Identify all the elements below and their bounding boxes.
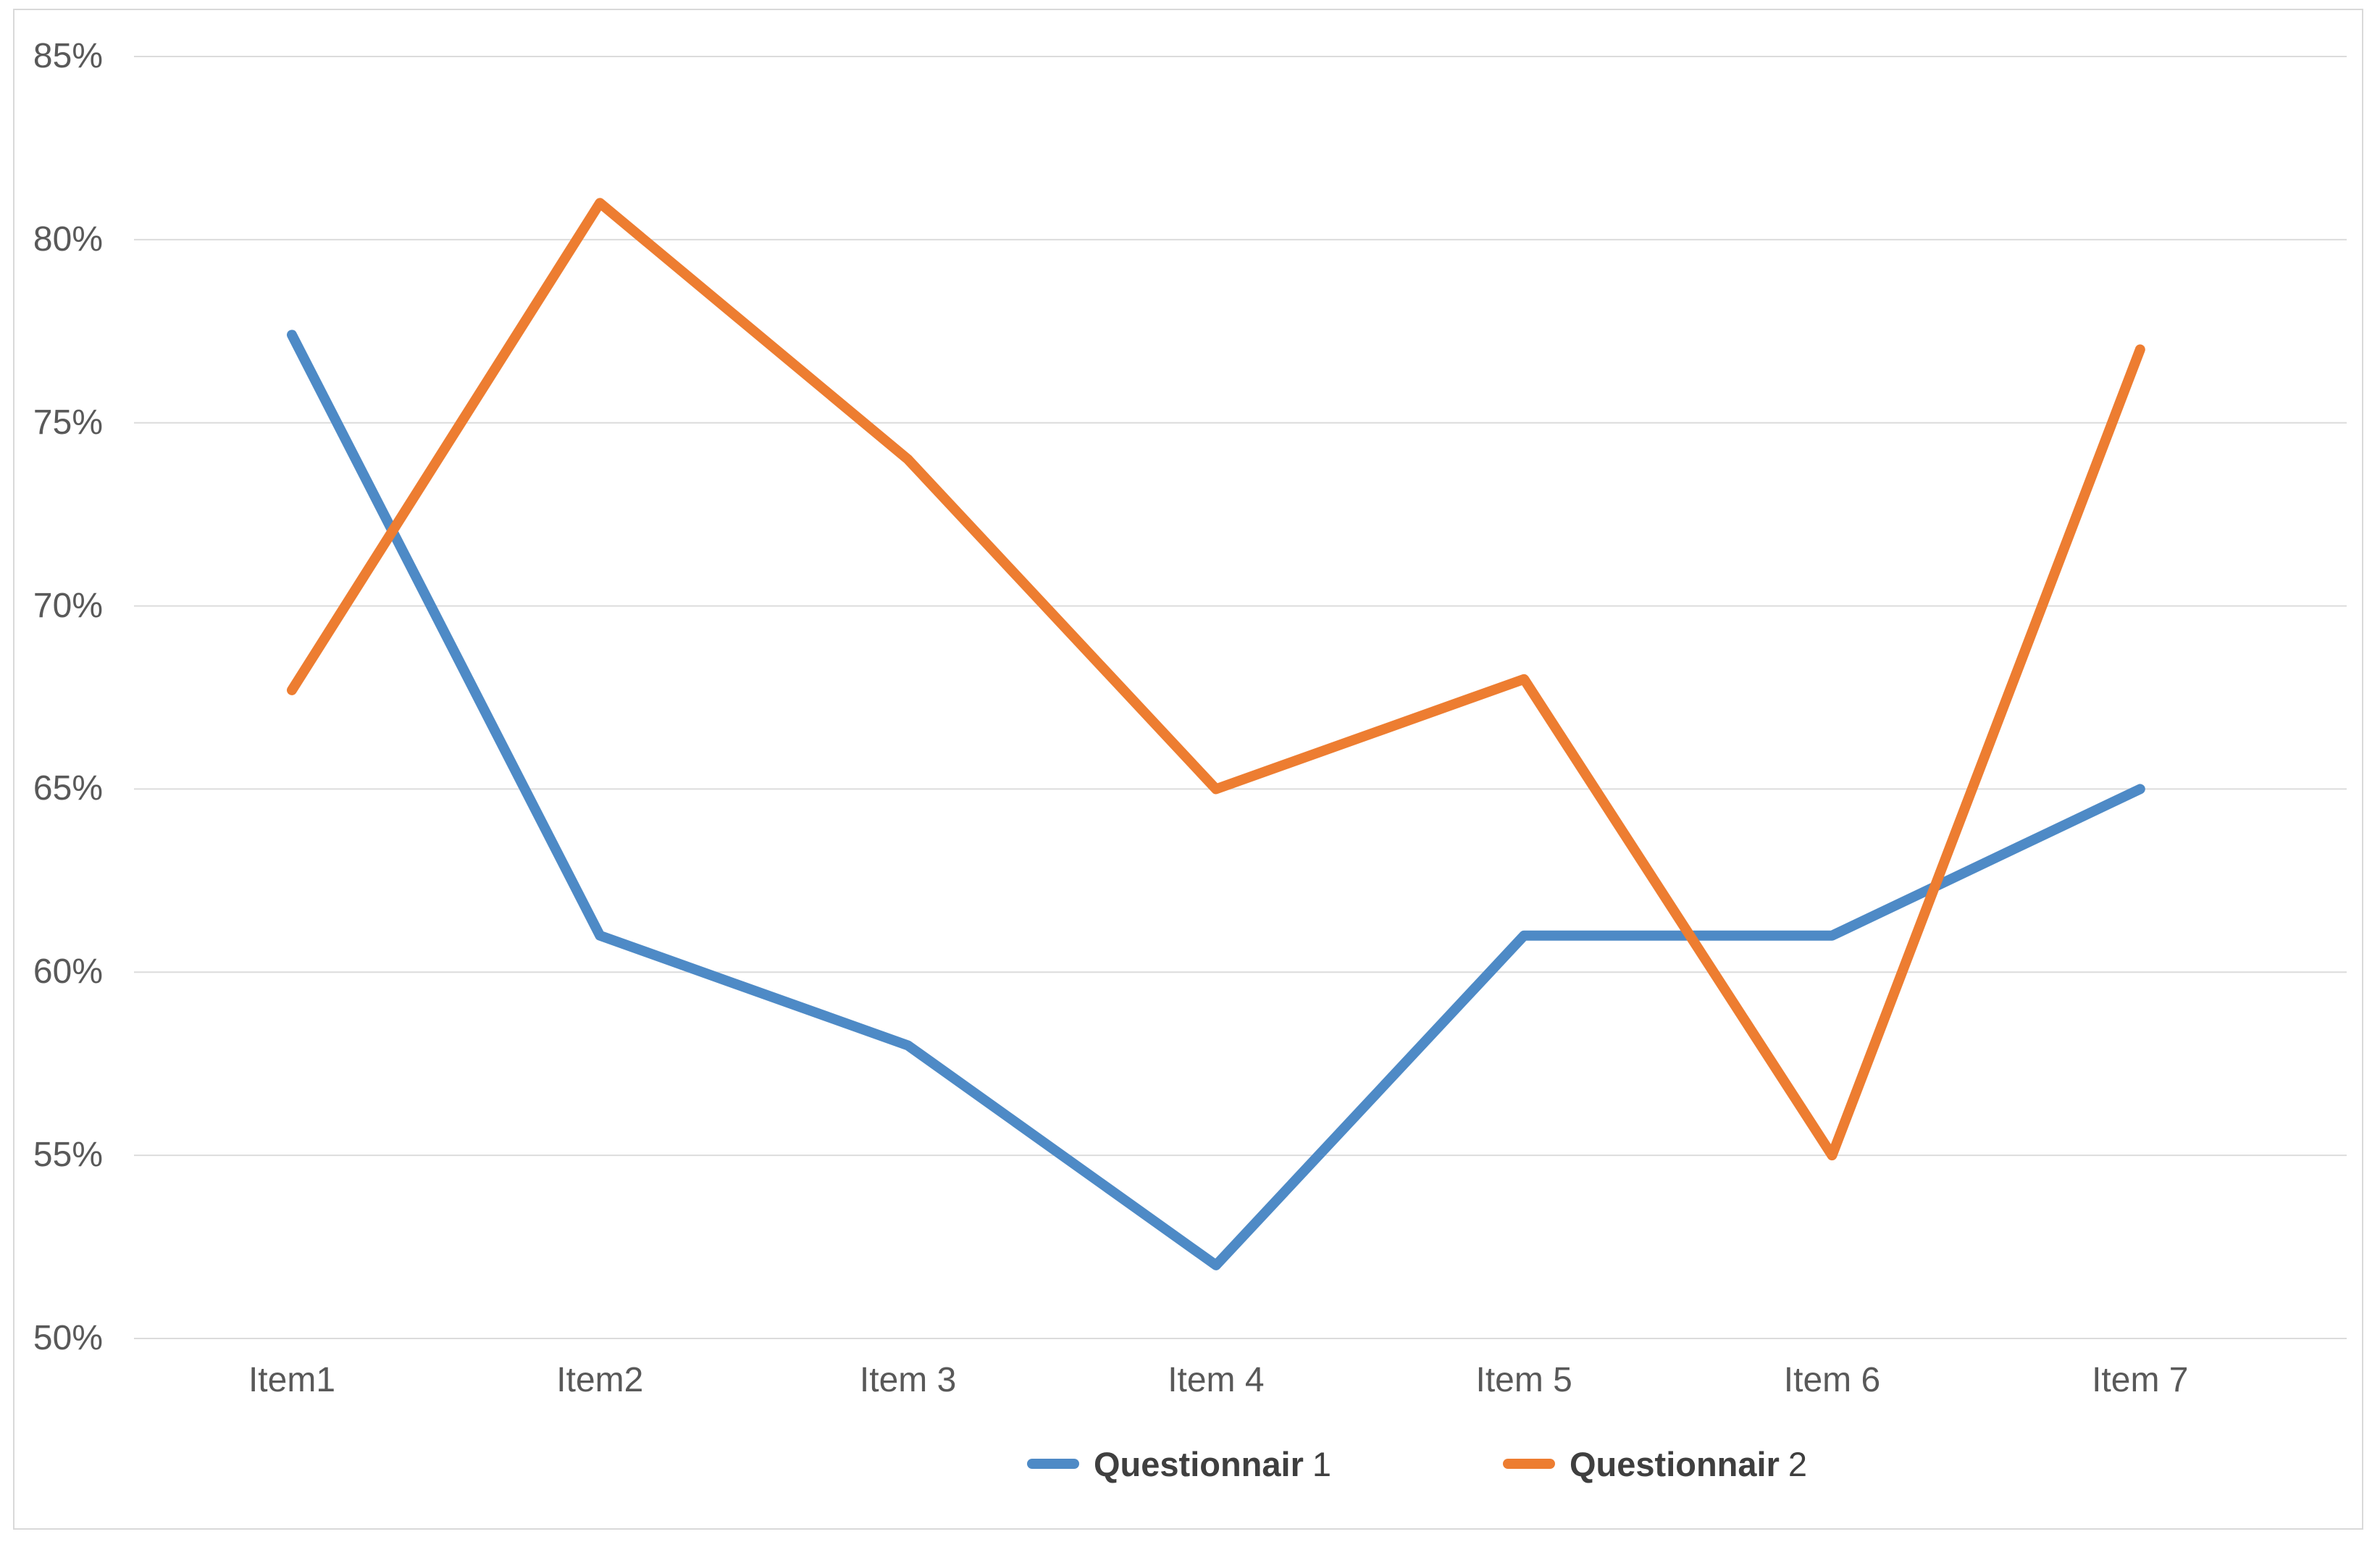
y-axis-tick-label: 65% bbox=[33, 769, 103, 808]
legend-entry-questionnair-2: Questionnair 2 bbox=[1503, 1443, 1807, 1485]
legend-line-swatch-orange bbox=[1503, 1459, 1555, 1469]
legend-label: Questionnair bbox=[1570, 1444, 1780, 1483]
legend-label: Questionnair bbox=[1094, 1444, 1304, 1483]
x-axis-category-label: Item 6 bbox=[1783, 1361, 1881, 1399]
x-axis-category-label: Item 4 bbox=[1168, 1361, 1265, 1399]
legend-label-number: 2 bbox=[1788, 1444, 1808, 1483]
legend-line-swatch-blue bbox=[1027, 1459, 1079, 1469]
x-axis-category-label: Item1 bbox=[248, 1361, 336, 1399]
y-axis-tick-label: 60% bbox=[33, 952, 103, 992]
x-axis-category-label: Item 7 bbox=[2092, 1361, 2189, 1399]
chart-area-frame bbox=[13, 9, 2363, 1530]
legend-entry-questionnair-1: Questionnair 1 bbox=[1027, 1443, 1331, 1485]
y-axis-tick-label: 55% bbox=[33, 1136, 103, 1175]
y-axis-tick-label: 80% bbox=[33, 219, 103, 259]
series-line-2 bbox=[287, 198, 2145, 1161]
series-line-1 bbox=[287, 330, 2145, 1270]
x-axis-category-label: Item 5 bbox=[1475, 1361, 1572, 1399]
y-axis-tick-label: 85% bbox=[33, 37, 103, 75]
y-axis-tick-label: 70% bbox=[33, 586, 103, 625]
x-axis-category-label: Item2 bbox=[556, 1361, 644, 1399]
legend-label-number: 1 bbox=[1312, 1444, 1332, 1483]
y-axis-tick-label: 50% bbox=[33, 1319, 103, 1357]
y-axis-tick-label: 75% bbox=[33, 403, 103, 442]
x-axis-category-label: Item 3 bbox=[859, 1361, 957, 1399]
